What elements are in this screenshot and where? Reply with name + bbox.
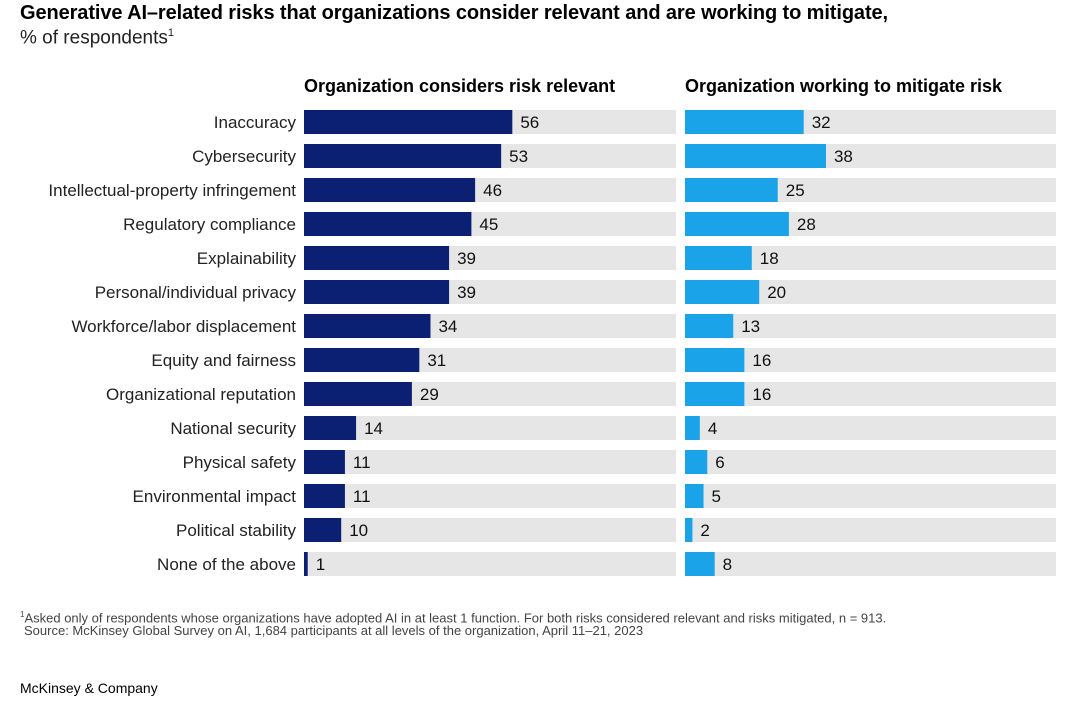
value-label-mitigate-personal-individual-privacy: 20: [767, 283, 786, 302]
bar-relevant-intellectual-property-infringement: [304, 178, 476, 202]
value-label-relevant-equity-and-fairness: 31: [427, 351, 446, 370]
column-title-mitigate: Organization working to mitigate risk: [685, 76, 1003, 96]
column-title-relevant: Organization considers risk relevant: [304, 76, 615, 96]
bar-mitigate-intellectual-property-infringement: [685, 178, 778, 202]
category-label-workforce-labor-displacement: Workforce/labor displacement: [71, 317, 296, 336]
bar-chart: Organization considers risk relevant Orga…: [48, 76, 1056, 576]
value-label-mitigate-equity-and-fairness: 16: [752, 351, 771, 370]
category-label-environmental-impact: Environmental impact: [133, 487, 297, 506]
category-label-cybersecurity: Cybersecurity: [192, 147, 296, 166]
bar-relevant-national-security: [304, 416, 357, 440]
chart-title: Generative AI–related risks that organiz…: [20, 2, 888, 24]
value-label-mitigate-cybersecurity: 38: [834, 147, 853, 166]
category-label-personal-individual-privacy: Personal/individual privacy: [95, 283, 297, 302]
value-label-mitigate-explainability: 18: [760, 249, 779, 268]
bar-track-mitigate-national-security: [685, 416, 1056, 440]
bar-mitigate-political-stability: [685, 518, 693, 542]
bar-mitigate-inaccuracy: [685, 110, 804, 134]
category-label-physical-safety: Physical safety: [183, 453, 297, 472]
bar-track-relevant-none-of-the-above: [304, 552, 676, 576]
bar-track-mitigate-workforce-labor-displacement: [685, 314, 1056, 338]
footnote-marker: 1: [20, 610, 25, 619]
value-label-mitigate-inaccuracy: 32: [812, 113, 831, 132]
brand-logo-text: McKinsey & Company: [20, 680, 158, 696]
category-label-national-security: National security: [170, 419, 296, 438]
bar-track-mitigate-environmental-impact: [685, 484, 1056, 508]
bar-mitigate-regulatory-compliance: [685, 212, 789, 236]
bar-relevant-physical-safety: [304, 450, 345, 474]
bar-mitigate-none-of-the-above: [685, 552, 715, 576]
subtitle-text: % of respondents: [20, 27, 168, 49]
bar-track-relevant-environmental-impact: [304, 484, 676, 508]
bar-track-mitigate-organizational-reputation: [685, 382, 1056, 406]
bar-relevant-environmental-impact: [304, 484, 345, 508]
value-label-mitigate-workforce-labor-displacement: 13: [741, 317, 760, 336]
value-label-relevant-cybersecurity: 53: [509, 147, 528, 166]
value-label-relevant-inaccuracy: 56: [520, 113, 539, 132]
category-label-organizational-reputation: Organizational reputation: [106, 385, 296, 404]
value-label-relevant-personal-individual-privacy: 39: [457, 283, 476, 302]
value-label-relevant-environmental-impact: 11: [353, 487, 371, 506]
bar-relevant-equity-and-fairness: [304, 348, 420, 372]
value-label-relevant-none-of-the-above: 1: [316, 555, 325, 574]
footnote: 1Asked only of respondents whose organiz…: [20, 606, 886, 626]
category-label-explainability: Explainability: [197, 249, 297, 268]
bar-relevant-explainability: [304, 246, 450, 270]
bar-mitigate-physical-safety: [685, 450, 708, 474]
bar-track-relevant-national-security: [304, 416, 676, 440]
value-label-mitigate-national-security: 4: [708, 419, 717, 438]
bar-track-mitigate-political-stability: [685, 518, 1056, 542]
category-label-intellectual-property-infringement: Intellectual-property infringement: [48, 181, 296, 200]
value-label-mitigate-regulatory-compliance: 28: [797, 215, 816, 234]
bar-relevant-political-stability: [304, 518, 342, 542]
bar-mitigate-personal-individual-privacy: [685, 280, 760, 304]
category-label-equity-and-fairness: Equity and fairness: [151, 351, 296, 370]
bar-relevant-organizational-reputation: [304, 382, 412, 406]
value-label-mitigate-intellectual-property-infringement: 25: [786, 181, 805, 200]
value-label-mitigate-organizational-reputation: 16: [752, 385, 771, 404]
bar-relevant-inaccuracy: [304, 110, 513, 134]
bar-relevant-cybersecurity: [304, 144, 502, 168]
category-label-inaccuracy: Inaccuracy: [214, 113, 297, 132]
value-label-mitigate-political-stability: 2: [700, 521, 709, 540]
footnote-text: Asked only of respondents whose organiza…: [24, 610, 887, 626]
value-label-relevant-explainability: 39: [457, 249, 476, 268]
bar-relevant-none-of-the-above: [304, 552, 308, 576]
chart-subtitle: % of respondents1: [20, 27, 174, 49]
value-label-relevant-organizational-reputation: 29: [420, 385, 439, 404]
bar-track-relevant-physical-safety: [304, 450, 676, 474]
bar-relevant-workforce-labor-displacement: [304, 314, 431, 338]
category-label-none-of-the-above: None of the above: [157, 555, 296, 574]
value-label-relevant-intellectual-property-infringement: 46: [483, 181, 502, 200]
bar-track-mitigate-none-of-the-above: [685, 552, 1056, 576]
value-label-relevant-physical-safety: 11: [353, 453, 371, 472]
value-label-mitigate-environmental-impact: 5: [712, 487, 721, 506]
value-label-relevant-national-security: 14: [364, 419, 383, 438]
bar-mitigate-national-security: [685, 416, 700, 440]
bar-mitigate-equity-and-fairness: [685, 348, 745, 372]
value-label-mitigate-none-of-the-above: 8: [723, 555, 732, 574]
source-note: Source: McKinsey Global Survey on AI, 1,…: [24, 623, 644, 638]
value-label-relevant-political-stability: 10: [349, 521, 368, 540]
category-label-political-stability: Political stability: [176, 521, 296, 540]
bar-track-mitigate-equity-and-fairness: [685, 348, 1056, 372]
value-label-relevant-workforce-labor-displacement: 34: [438, 317, 457, 336]
bar-mitigate-explainability: [685, 246, 752, 270]
bar-relevant-regulatory-compliance: [304, 212, 472, 236]
bar-relevant-personal-individual-privacy: [304, 280, 450, 304]
category-label-regulatory-compliance: Regulatory compliance: [123, 215, 296, 234]
bar-mitigate-cybersecurity: [685, 144, 826, 168]
subtitle-footnote-marker: 1: [167, 27, 174, 39]
bar-mitigate-environmental-impact: [685, 484, 704, 508]
bar-track-relevant-political-stability: [304, 518, 676, 542]
bar-mitigate-organizational-reputation: [685, 382, 745, 406]
bar-track-mitigate-physical-safety: [685, 450, 1056, 474]
bar-mitigate-workforce-labor-displacement: [685, 314, 734, 338]
value-label-relevant-regulatory-compliance: 45: [479, 215, 498, 234]
value-label-mitigate-physical-safety: 6: [715, 453, 724, 472]
